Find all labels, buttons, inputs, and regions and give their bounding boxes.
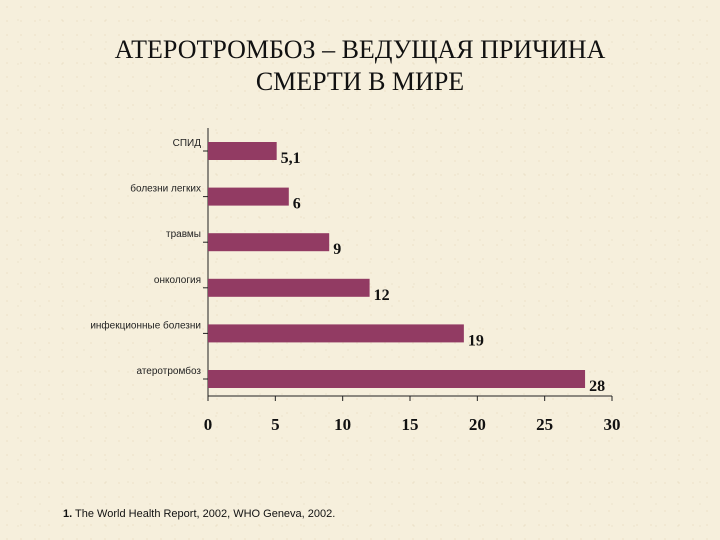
slide-title: АТЕРОТРОМБОЗ – ВЕДУЩАЯ ПРИЧИНА СМЕРТИ В … (0, 34, 720, 98)
data-label: 5,1 (281, 150, 301, 167)
bar (208, 233, 330, 252)
x-tick-label: 30 (604, 415, 621, 434)
bar (208, 278, 370, 297)
category-label: инфекционные болезни (90, 319, 201, 331)
footnote-number: 1. (63, 508, 73, 520)
x-tick-label: 25 (536, 415, 553, 434)
data-label: 12 (374, 287, 390, 304)
category-label: травмы (166, 229, 201, 240)
footnote: 1. The World Health Report, 2002, WHO Ge… (63, 508, 335, 520)
bar (208, 324, 464, 343)
category-label: атеротромбоз (136, 365, 201, 377)
data-label: 28 (589, 378, 605, 395)
x-tick-label: 0 (204, 415, 213, 434)
x-tick-label: 10 (334, 415, 351, 434)
bar (208, 370, 586, 388)
footnote-text: The World Health Report, 2002, WHO Genev… (72, 508, 336, 520)
category-label: СПИД (173, 138, 202, 149)
title-line-1: АТЕРОТРОМБОЗ – ВЕДУЩАЯ ПРИЧИНА (114, 35, 606, 64)
bar (208, 142, 277, 160)
category-label: болезни легких (130, 183, 201, 195)
bar (208, 187, 289, 206)
data-label: 19 (468, 332, 484, 349)
x-tick-label: 15 (402, 415, 419, 434)
data-label: 9 (333, 241, 341, 258)
x-tick-label: 5 (271, 415, 280, 434)
x-tick-label: 20 (469, 415, 486, 434)
title-line-2: СМЕРТИ В МИРЕ (255, 67, 465, 96)
data-label: 6 (293, 196, 301, 213)
category-label: онкология (154, 275, 201, 286)
